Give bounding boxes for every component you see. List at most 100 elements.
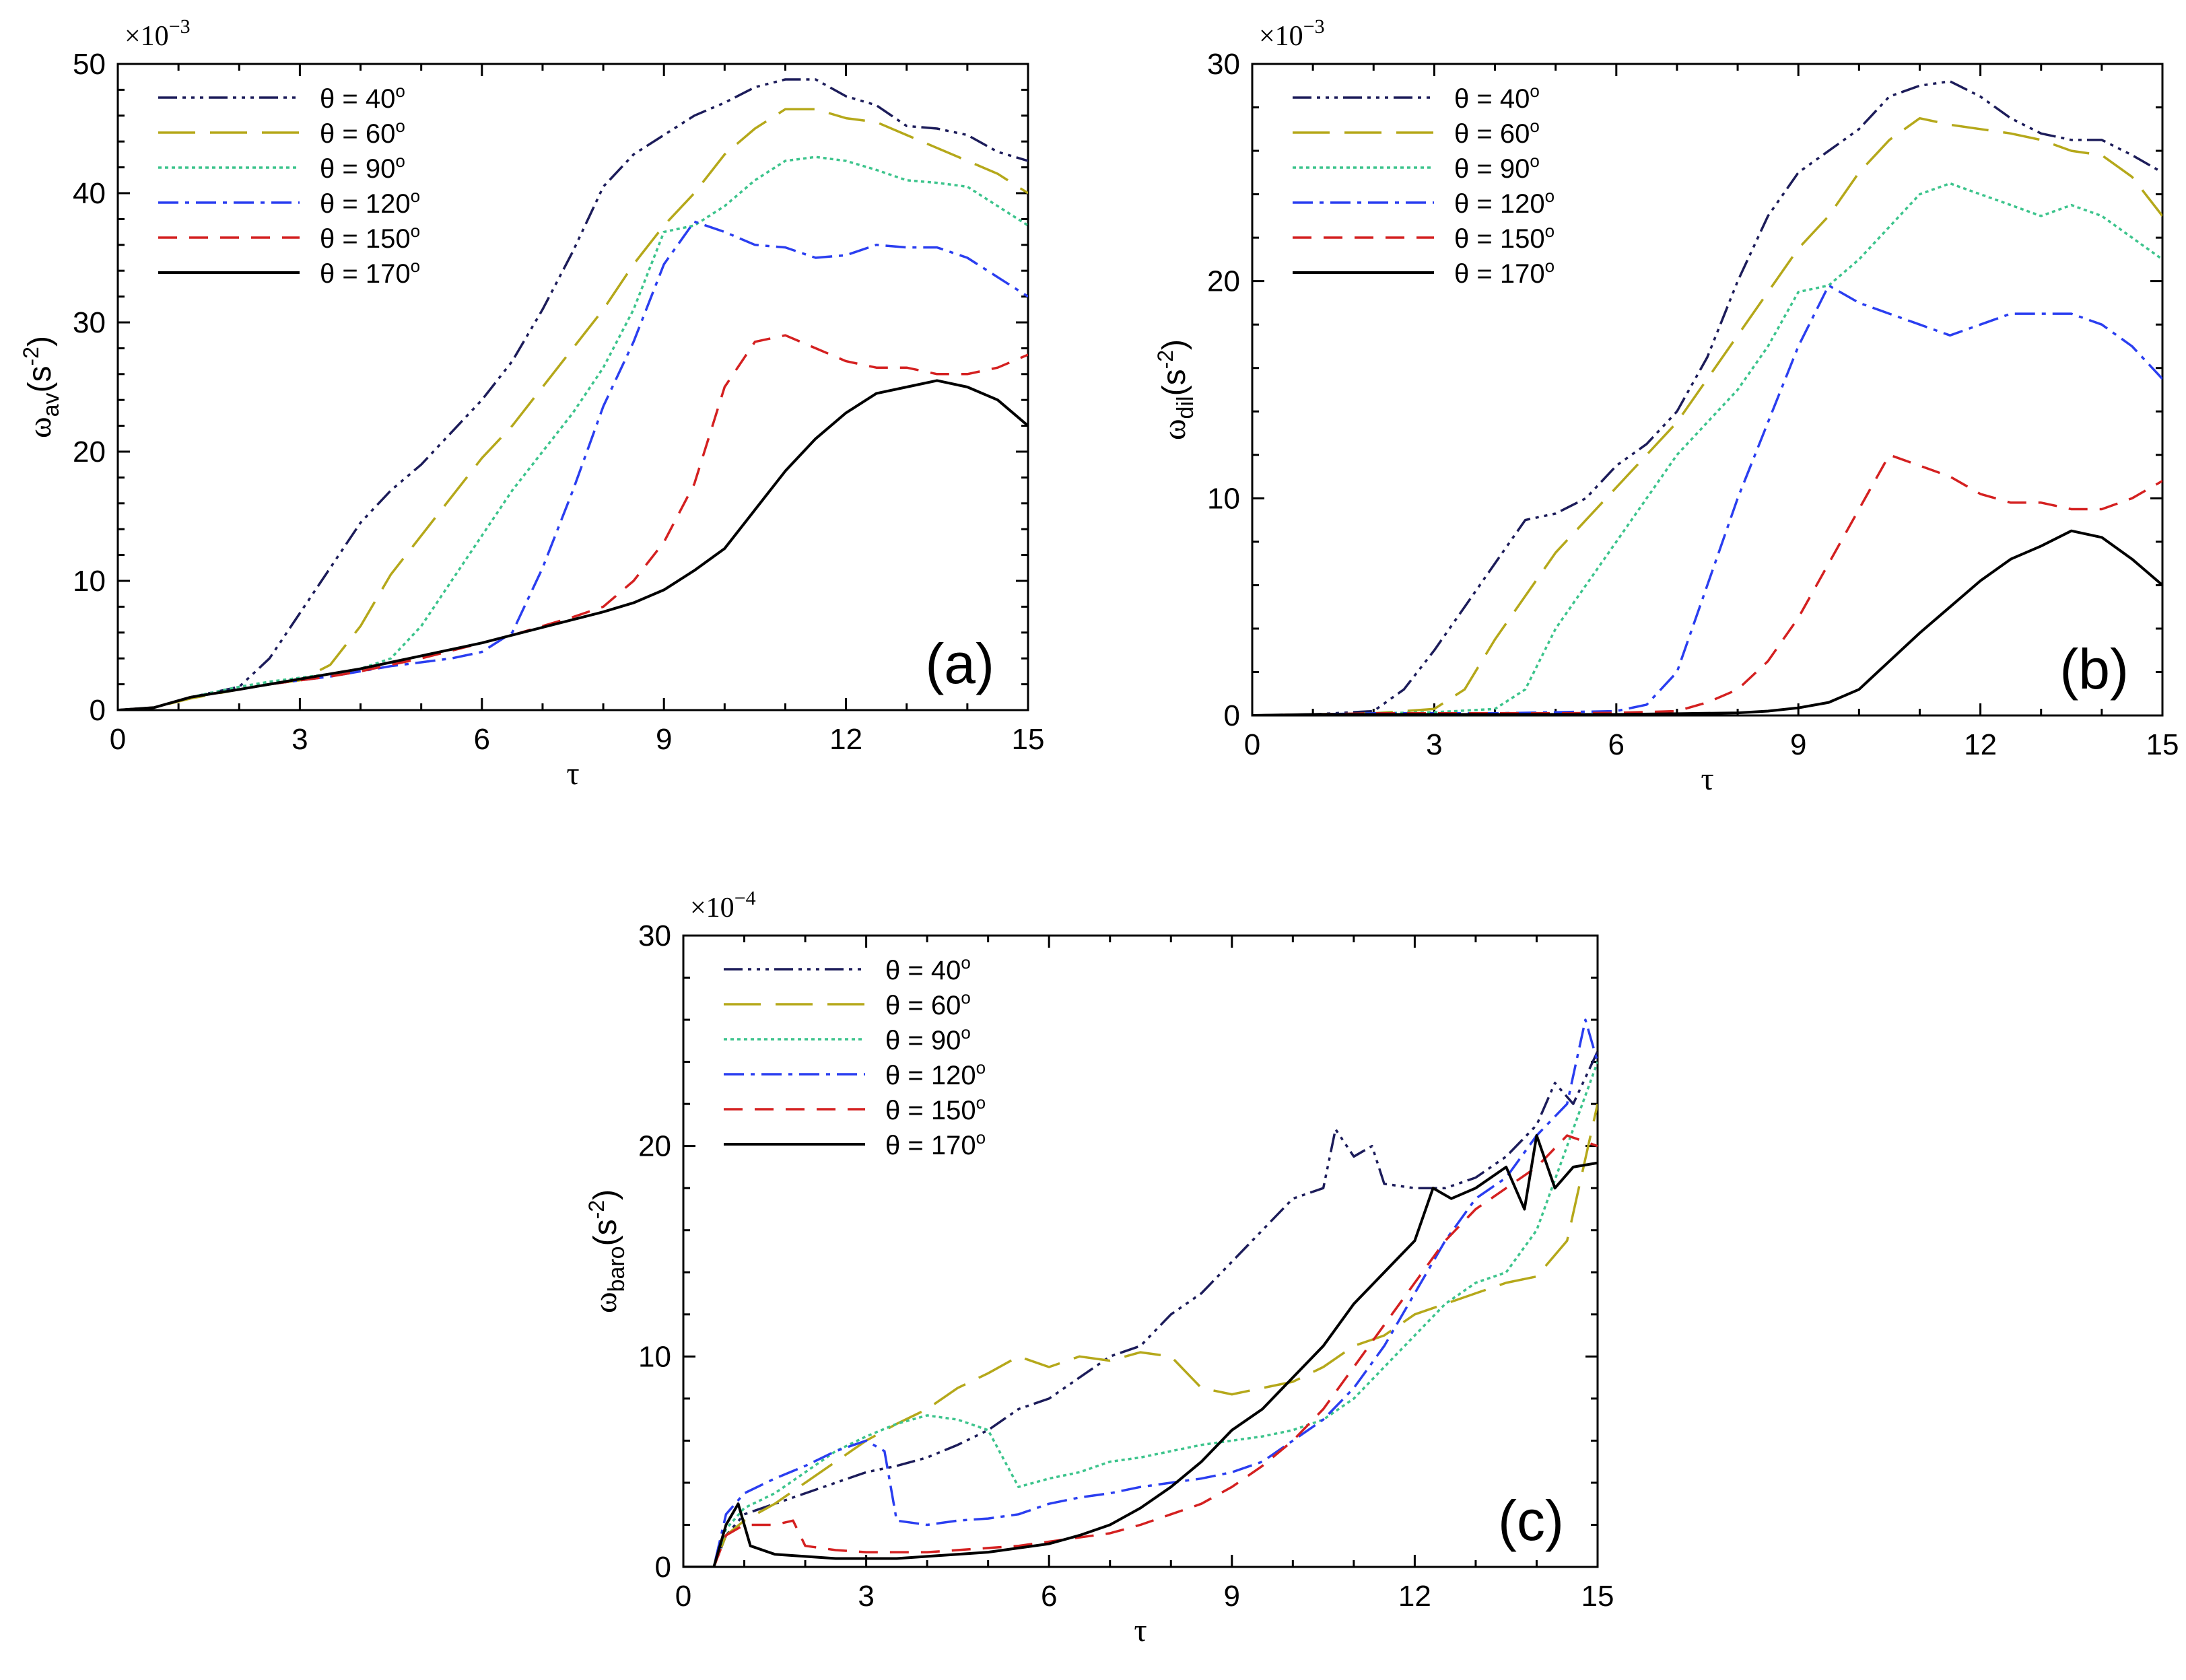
y-axis-label-close: ) — [1157, 339, 1192, 350]
legend-label-text: θ = 90 — [885, 1026, 961, 1055]
legend-degree-mark: o — [976, 1057, 986, 1078]
legend-degree-mark: o — [395, 151, 405, 171]
series-line-1 — [118, 78, 1028, 710]
x-tick-label: 12 — [1398, 1580, 1431, 1613]
legend-label-5: θ = 150o — [320, 221, 420, 254]
legend-label-text: θ = 150 — [1454, 224, 1545, 254]
legend-label-text: θ = 60 — [885, 991, 961, 1020]
legend-degree-mark: o — [1545, 221, 1555, 241]
x-axis-label: τ — [566, 756, 579, 792]
x-tick-label: 9 — [1790, 728, 1806, 761]
legend-label-6: θ = 170o — [1454, 256, 1555, 289]
legend-label-4: θ = 120o — [885, 1057, 986, 1090]
legend-label-2: θ = 60o — [320, 116, 405, 149]
legend-degree-mark: o — [411, 256, 420, 276]
series-line-3 — [1252, 182, 2162, 715]
y-tick-label: 0 — [90, 694, 106, 727]
y-axis-label-subscript: av — [38, 392, 64, 417]
y-tick-label: 30 — [1207, 48, 1240, 81]
panel-label: (c) — [1498, 1489, 1564, 1552]
legend-label-4: θ = 120o — [1454, 186, 1555, 219]
series-group — [118, 78, 1028, 710]
x-tick-label: 9 — [656, 723, 672, 756]
x-tick-label: 12 — [829, 723, 862, 756]
y-axis-label-symbol: ω — [1157, 419, 1192, 440]
y-axis-label-unit: (s — [1157, 369, 1192, 396]
series-line-4 — [1252, 284, 2162, 715]
axis-multiplier-base: ×10 — [1259, 21, 1303, 52]
axis-multiplier-exponent: −4 — [735, 887, 756, 909]
y-axis-label: ωav(s-2) — [19, 336, 64, 438]
y-tick-label: 10 — [1207, 482, 1240, 515]
legend-label-text: θ = 150 — [320, 224, 411, 254]
y-axis-label-symbol: ω — [22, 417, 58, 438]
series-line-2 — [683, 1103, 1598, 1567]
series-line-6 — [118, 379, 1028, 710]
legend-label-4: θ = 120o — [320, 186, 420, 219]
series-line-2 — [1252, 116, 2162, 715]
legend-label-text: θ = 170 — [320, 259, 411, 289]
y-tick-label: 0 — [655, 1551, 671, 1584]
legend-label-1: θ = 40o — [320, 81, 405, 114]
legend-label-3: θ = 90o — [320, 151, 405, 184]
x-tick-label: 15 — [1581, 1580, 1614, 1613]
axis-multiplier-exponent: −3 — [169, 15, 191, 38]
legend-degree-mark: o — [961, 987, 970, 1008]
legend-label-5: θ = 150o — [885, 1092, 986, 1125]
legend-label-1: θ = 40o — [885, 952, 971, 985]
series-line-5 — [683, 1134, 1598, 1567]
series-group — [1252, 80, 2162, 715]
legend-label-3: θ = 90o — [1454, 151, 1540, 184]
legend-degree-mark: o — [961, 1022, 970, 1043]
axis-multiplier: ×10−4 — [690, 887, 756, 923]
legend-degree-mark: o — [411, 221, 420, 241]
x-tick-label: 3 — [1426, 728, 1442, 761]
legend-degree-mark: o — [961, 952, 970, 973]
legend-label-6: θ = 170o — [885, 1127, 986, 1160]
plot-frame — [682, 934, 1599, 1568]
y-tick-label: 0 — [1224, 699, 1240, 732]
y-axis-label-close: ) — [588, 1189, 623, 1200]
legend-degree-mark: o — [395, 116, 405, 136]
x-tick-label: 3 — [858, 1580, 874, 1613]
legend-label-1: θ = 40o — [1454, 81, 1540, 114]
y-tick-label: 30 — [638, 919, 671, 952]
y-axis-label-exponent: -2 — [1153, 350, 1177, 369]
y-axis-label-unit: (s — [22, 365, 58, 392]
x-tick-label: 15 — [2146, 728, 2179, 761]
series-line-1 — [683, 1051, 1598, 1567]
x-axis-label: τ — [1701, 761, 1713, 797]
legend-label-text: θ = 40 — [885, 956, 961, 985]
y-axis-label-exponent: -2 — [19, 347, 43, 365]
y-axis-label: ωdil(s-2) — [1153, 339, 1198, 440]
legend-label-text: θ = 90 — [1454, 154, 1530, 184]
y-axis-label-subscript: baro — [604, 1246, 629, 1292]
legend-label-5: θ = 150o — [1454, 221, 1555, 254]
x-tick-label: 9 — [1224, 1580, 1240, 1613]
y-tick-label: 30 — [73, 306, 106, 339]
y-tick-label: 20 — [73, 435, 106, 468]
legend-degree-mark: o — [1530, 81, 1539, 101]
y-tick-label: 10 — [638, 1340, 671, 1373]
x-axis-label: τ — [1134, 1613, 1147, 1648]
legend-label-2: θ = 60o — [1454, 116, 1540, 149]
series-line-5 — [118, 334, 1028, 710]
x-tick-label: 0 — [675, 1580, 691, 1613]
legend-degree-mark: o — [1545, 256, 1555, 276]
legend-label-text: θ = 90 — [320, 154, 395, 184]
legend-label-text: θ = 40 — [320, 84, 395, 114]
legend-label-3: θ = 90o — [885, 1022, 971, 1055]
axis-multiplier: ×10−3 — [1259, 15, 1325, 52]
legend-degree-mark: o — [1530, 116, 1539, 136]
x-tick-label: 12 — [1964, 728, 1997, 761]
legend-label-6: θ = 170o — [320, 256, 420, 289]
series-line-3 — [118, 155, 1028, 710]
series-line-3 — [683, 1061, 1598, 1567]
legend-label-text: θ = 120 — [885, 1061, 976, 1090]
plot-frame — [1251, 63, 2164, 717]
x-tick-label: 3 — [292, 723, 308, 756]
legend-degree-mark: o — [1545, 186, 1555, 206]
